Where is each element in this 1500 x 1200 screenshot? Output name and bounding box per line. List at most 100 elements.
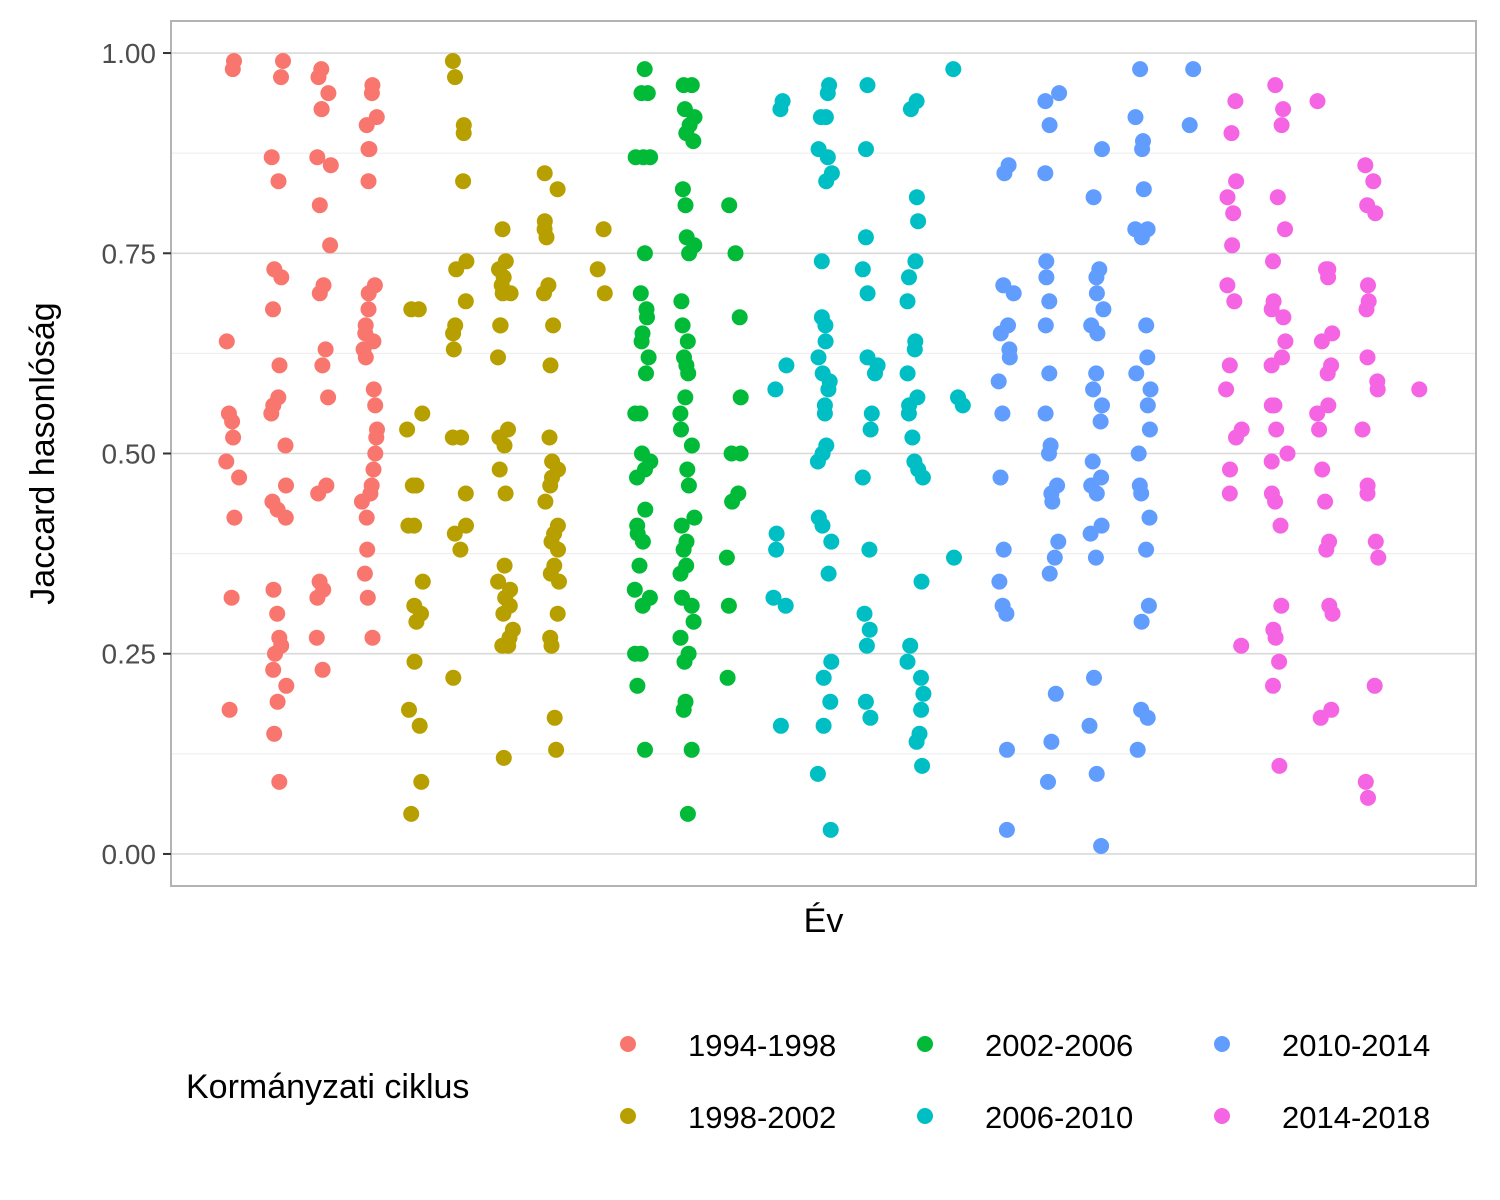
data-point bbox=[538, 229, 555, 246]
data-point bbox=[904, 429, 921, 446]
data-point bbox=[358, 117, 375, 134]
data-point bbox=[1135, 181, 1152, 198]
data-point bbox=[818, 173, 835, 190]
data-point bbox=[858, 141, 874, 158]
data-point bbox=[822, 821, 839, 838]
data-point bbox=[676, 653, 693, 670]
data-points bbox=[218, 53, 1428, 854]
data-point bbox=[495, 749, 512, 766]
data-point bbox=[1317, 493, 1334, 510]
data-point bbox=[311, 197, 328, 214]
legend-label: 2010-2014 bbox=[1282, 1028, 1430, 1063]
legend-key bbox=[917, 1108, 933, 1124]
data-point bbox=[902, 101, 919, 118]
data-point bbox=[1001, 349, 1018, 366]
data-point bbox=[640, 349, 657, 366]
data-point bbox=[455, 173, 472, 190]
data-point bbox=[1088, 365, 1105, 382]
data-point bbox=[546, 709, 563, 726]
data-point bbox=[815, 669, 832, 686]
data-point bbox=[674, 317, 691, 334]
data-point bbox=[1263, 357, 1280, 374]
data-point bbox=[777, 597, 794, 614]
data-point bbox=[867, 365, 883, 382]
data-point bbox=[1043, 733, 1060, 750]
data-point bbox=[1041, 365, 1058, 382]
data-point bbox=[858, 637, 875, 654]
data-point bbox=[536, 285, 552, 302]
data-point bbox=[998, 821, 1015, 838]
data-point bbox=[265, 581, 282, 598]
data-point bbox=[683, 741, 700, 758]
data-point bbox=[685, 613, 702, 630]
data-point bbox=[861, 621, 878, 638]
data-point bbox=[862, 709, 879, 726]
data-point bbox=[1309, 405, 1326, 422]
data-point bbox=[899, 293, 916, 310]
data-point bbox=[1279, 445, 1296, 462]
data-point bbox=[813, 253, 830, 270]
data-point bbox=[626, 581, 643, 598]
data-point bbox=[1221, 485, 1238, 502]
data-point bbox=[731, 309, 748, 326]
data-point bbox=[551, 573, 567, 590]
data-point bbox=[1095, 301, 1112, 318]
data-point bbox=[1221, 357, 1238, 374]
data-point bbox=[1129, 741, 1146, 758]
data-point bbox=[1037, 165, 1054, 182]
data-point bbox=[1324, 605, 1341, 622]
data-point bbox=[310, 69, 327, 86]
data-point bbox=[718, 549, 735, 566]
legend-label: 1998-2002 bbox=[688, 1100, 836, 1135]
data-point bbox=[1360, 277, 1376, 294]
data-point bbox=[1219, 189, 1236, 206]
data-point bbox=[814, 517, 831, 534]
data-point bbox=[1134, 141, 1151, 158]
legend: Kormányzati ciklus 1994-1998 1998-2002 200… bbox=[186, 1028, 1430, 1135]
legend-key bbox=[1214, 1108, 1230, 1124]
data-point bbox=[357, 349, 374, 366]
data-point bbox=[683, 437, 700, 454]
data-point bbox=[353, 493, 370, 510]
data-point bbox=[541, 429, 558, 446]
data-point bbox=[1266, 397, 1283, 414]
data-point bbox=[996, 165, 1013, 182]
data-point bbox=[400, 517, 417, 534]
data-point bbox=[1370, 549, 1387, 566]
data-point bbox=[862, 421, 879, 438]
data-point bbox=[1223, 125, 1240, 142]
data-point bbox=[1093, 838, 1110, 854]
data-point bbox=[492, 317, 509, 334]
data-point bbox=[1185, 61, 1202, 78]
data-point bbox=[1089, 325, 1106, 342]
data-point bbox=[1005, 285, 1022, 302]
data-point bbox=[1233, 637, 1250, 654]
data-point bbox=[946, 549, 962, 566]
data-point bbox=[1269, 189, 1286, 206]
data-point bbox=[910, 213, 927, 230]
data-point bbox=[452, 541, 469, 558]
data-point bbox=[320, 85, 337, 102]
data-point bbox=[819, 149, 836, 166]
data-point bbox=[226, 53, 242, 69]
data-point bbox=[1357, 157, 1374, 174]
data-point bbox=[490, 573, 507, 590]
data-point bbox=[954, 397, 971, 414]
data-point bbox=[545, 317, 562, 334]
data-point bbox=[221, 701, 238, 718]
data-point bbox=[1271, 653, 1288, 670]
data-point bbox=[1265, 253, 1281, 270]
data-point bbox=[1082, 525, 1099, 542]
data-point bbox=[458, 517, 474, 534]
data-point bbox=[778, 357, 795, 374]
data-point bbox=[724, 493, 741, 510]
data-point bbox=[1267, 77, 1284, 94]
data-point bbox=[1273, 117, 1290, 134]
data-point bbox=[863, 405, 880, 422]
data-point bbox=[992, 469, 1009, 486]
data-point bbox=[1358, 301, 1375, 318]
data-point bbox=[1219, 277, 1236, 294]
data-point bbox=[902, 637, 919, 654]
data-point bbox=[226, 509, 243, 526]
